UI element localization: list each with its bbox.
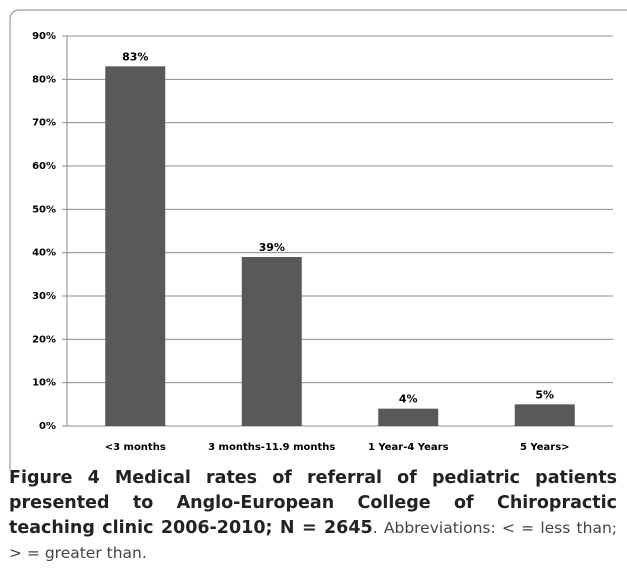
x-tick-label: <3 months	[105, 442, 166, 453]
value-label: 39%	[259, 241, 285, 254]
y-tick-label: 50%	[32, 204, 56, 215]
x-tick-label: 1 Year-4 Years	[368, 442, 449, 453]
y-tick-label: 10%	[32, 378, 56, 389]
chart: 0% 10% 20% 30% 40% 50% 60% 70% 80% 90% <3 months 83…	[9, 9, 627, 470]
y-tick-label: 0%	[39, 421, 56, 432]
x-tick-label: 5 Years>	[520, 442, 570, 453]
value-label: 5%	[535, 388, 554, 401]
y-tick-label: 20%	[32, 334, 56, 345]
y-tick-label: 30%	[32, 291, 56, 302]
caption-text: . Abbreviations: < = less than; > = grea…	[9, 519, 618, 562]
y-tick-label: 90%	[32, 31, 56, 42]
caption-title: Figure 4 Medical rates of referral of pe…	[9, 468, 617, 538]
bar	[105, 66, 166, 426]
bar	[514, 404, 575, 426]
y-tick-label: 40%	[32, 248, 56, 259]
x-tick-label: 3 months-11.9 months	[208, 442, 335, 453]
caption: Figure 4 Medical rates of referral of pe…	[9, 466, 617, 566]
figure-border	[9, 9, 627, 470]
value-label: 83%	[122, 50, 148, 63]
y-tick-label: 60%	[32, 161, 56, 172]
bar	[378, 408, 439, 426]
y-tick-label: 70%	[32, 118, 56, 129]
value-label: 4%	[399, 393, 418, 406]
bar	[241, 257, 302, 426]
y-tick-label: 80%	[32, 74, 56, 85]
